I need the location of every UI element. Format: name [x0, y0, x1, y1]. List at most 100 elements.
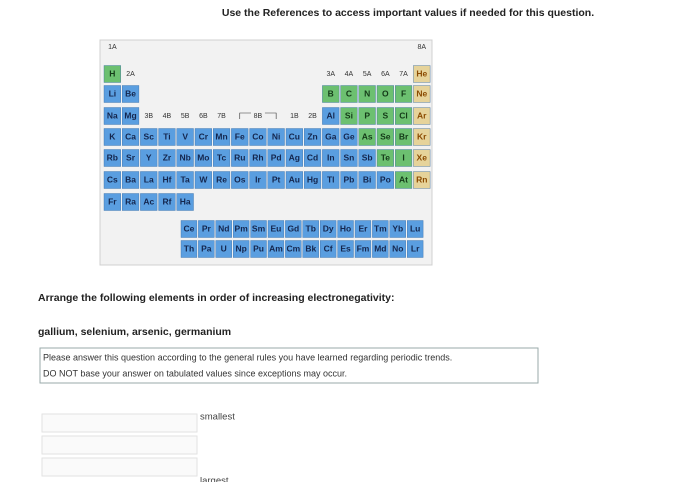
- element-symbol: P: [364, 110, 370, 120]
- element-symbol: Pu: [253, 243, 264, 253]
- instruction: Use the References to access important v…: [222, 7, 594, 19]
- element-cell: [176, 149, 194, 167]
- element-symbol: Na: [107, 110, 118, 120]
- element-symbol: Mo: [197, 152, 209, 162]
- element-cell: [395, 128, 413, 146]
- answer-slot[interactable]: [41, 435, 198, 455]
- group-label: 2A: [126, 71, 135, 78]
- element-symbol: Ce: [184, 223, 195, 233]
- element-cell: [354, 240, 372, 258]
- element-symbol: Sb: [362, 152, 373, 162]
- element-symbol: Gd: [287, 223, 299, 233]
- group-label: 7A: [399, 71, 408, 78]
- element-cell: [413, 128, 431, 146]
- element-cell: [249, 149, 267, 167]
- element-cell: [250, 220, 267, 238]
- element-cell: [180, 240, 198, 258]
- element-symbol: I: [402, 152, 404, 162]
- element-cell: [395, 171, 413, 189]
- element-list: gallium, selenium, arsenic, germanium: [38, 326, 231, 338]
- element-symbol: F: [401, 88, 406, 98]
- group-label: 8A: [417, 44, 426, 51]
- element-symbol: Os: [234, 174, 246, 184]
- element-symbol: Mn: [215, 131, 227, 141]
- element-symbol: C: [346, 88, 352, 98]
- element-symbol: Mg: [124, 110, 136, 120]
- element-symbol: Ge: [343, 131, 355, 141]
- element-cell: [413, 171, 431, 189]
- element-cell: [407, 220, 424, 238]
- element-cell: [158, 128, 176, 146]
- element-symbol: Cu: [289, 131, 300, 141]
- group-label: 7B: [217, 113, 226, 120]
- element-symbol: Tc: [217, 152, 227, 162]
- element-symbol: Sr: [126, 152, 136, 162]
- element-symbol: Zn: [307, 131, 317, 141]
- element-cell: [389, 220, 406, 238]
- element-cell: [121, 149, 140, 167]
- element-cell: [121, 193, 140, 211]
- group-label: 1B: [290, 113, 299, 120]
- element-cell: [231, 171, 249, 189]
- element-symbol: Bk: [305, 243, 316, 253]
- element-symbol: W: [199, 174, 208, 184]
- group-label: 5A: [363, 71, 372, 78]
- element-symbol: Nb: [179, 152, 190, 162]
- element-cell: [103, 85, 121, 103]
- element-symbol: Fe: [235, 131, 245, 141]
- periodic-table: H He Li Be B C N O F Ne Na Mg Al Si P S Cl Ar K Ca Sc Ti V Cr Mn…: [103, 44, 431, 258]
- element-symbol: Y: [146, 152, 152, 162]
- element-cell: [340, 107, 358, 125]
- element-cell: [194, 171, 212, 189]
- element-symbol: No: [392, 243, 403, 253]
- element-symbol: Md: [374, 243, 386, 253]
- element-symbol: Xe: [417, 152, 428, 162]
- answer-slot[interactable]: [41, 457, 198, 477]
- element-symbol: Ti: [163, 131, 170, 141]
- element-cell: [322, 171, 340, 189]
- group-label: 6A: [381, 71, 390, 78]
- element-symbol: Am: [269, 243, 283, 253]
- element-cell: [304, 171, 322, 189]
- group-label: 3A: [326, 71, 335, 78]
- element-symbol: Hf: [162, 174, 171, 184]
- element-symbol: Pr: [202, 223, 212, 233]
- element-cell: [337, 240, 354, 258]
- element-symbol: Rn: [416, 174, 427, 184]
- element-symbol: Ga: [325, 131, 337, 141]
- element-cell: [304, 149, 322, 167]
- element-cell: [180, 220, 198, 238]
- element-cell: [103, 65, 121, 83]
- element-cell: [103, 149, 121, 167]
- element-cell: [302, 220, 319, 238]
- element-symbol: Hg: [307, 174, 318, 184]
- element-symbol: Np: [235, 243, 246, 253]
- element-cell: [320, 220, 337, 238]
- element-symbol: Ne: [416, 88, 427, 98]
- element-symbol: Fm: [357, 243, 370, 253]
- element-cell: [249, 171, 267, 189]
- answer-slot[interactable]: [41, 413, 198, 433]
- element-symbol: Tm: [374, 223, 387, 233]
- element-cell: [140, 128, 158, 146]
- group-label: 3B: [144, 113, 153, 120]
- element-cell: [212, 149, 231, 167]
- element-cell: [267, 128, 285, 146]
- element-symbol: Fr: [108, 196, 117, 206]
- element-cell: [103, 171, 121, 189]
- note-line: Please answer this question according to…: [43, 352, 452, 362]
- element-symbol: Cm: [286, 243, 300, 253]
- element-cell: [413, 107, 431, 125]
- element-symbol: O: [382, 88, 389, 98]
- element-symbol: In: [327, 152, 335, 162]
- prompt: Arrange the following elements in order …: [38, 292, 395, 304]
- element-cell: [395, 149, 413, 167]
- element-symbol: Nd: [218, 223, 229, 233]
- element-cell: [376, 107, 394, 125]
- element-cell: [358, 128, 376, 146]
- element-symbol: Ho: [340, 223, 351, 233]
- element-cell: [322, 107, 340, 125]
- element-symbol: As: [362, 131, 373, 141]
- element-symbol: Cf: [324, 243, 333, 253]
